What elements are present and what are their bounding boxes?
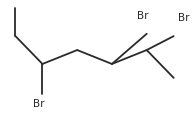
Text: Br: Br [137,11,149,21]
Text: Br: Br [178,13,189,23]
Text: Br: Br [33,98,44,108]
